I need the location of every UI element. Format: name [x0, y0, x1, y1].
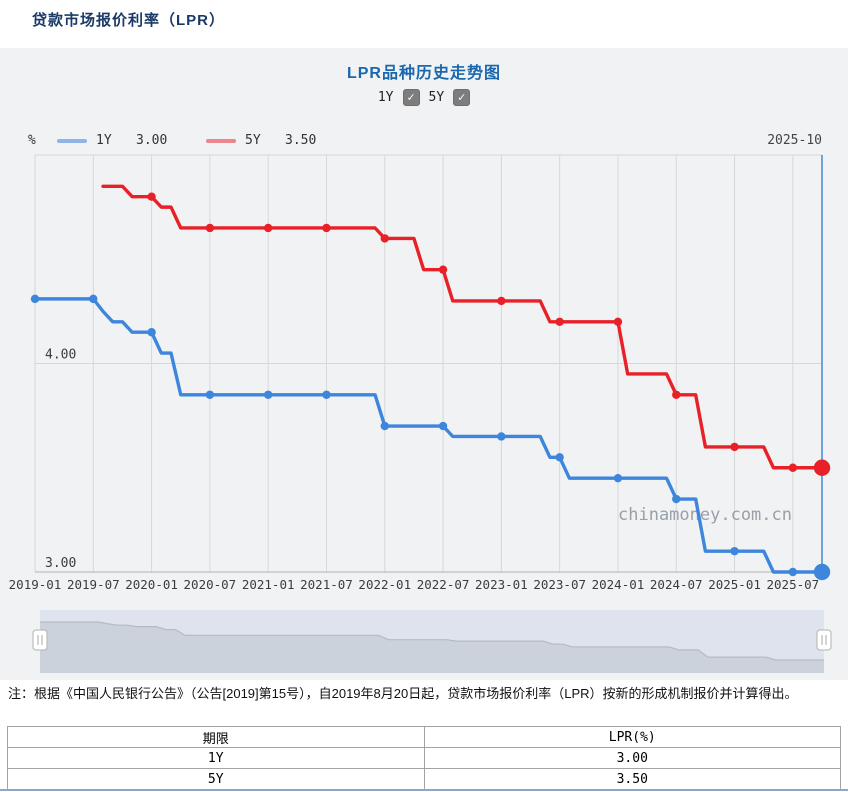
data-point-1Y[interactable] [438, 421, 448, 431]
table-header-term: 期限 [7, 726, 425, 748]
legend-row: % 1Y 3.00 5Y 3.50 2025-10 [0, 132, 848, 150]
nav-handle-right[interactable] [816, 629, 832, 651]
series-line-1Y [33, 297, 824, 574]
data-point-5Y[interactable] [205, 223, 215, 233]
table-header-row: 期限 LPR(%) [7, 726, 841, 748]
table-row: 5Y 3.50 [7, 768, 841, 790]
data-point-5Y[interactable] [438, 265, 448, 274]
watermark: chinamoney.com.cn [618, 505, 792, 525]
lpr-summary-table: 期限 LPR(%) 1Y 3.00 5Y 3.50 [7, 726, 841, 790]
legend-swatch-1y [57, 139, 87, 143]
y-tick-label: 4.00 [45, 348, 76, 363]
data-point-5Y[interactable] [497, 296, 506, 306]
legend-value-1y: 3.00 [136, 133, 168, 148]
data-point-5Y[interactable] [555, 317, 564, 326]
data-point-1Y[interactable] [322, 390, 331, 399]
legend-value-5y: 3.50 [285, 133, 317, 148]
table-row: 1Y 3.00 [7, 747, 841, 769]
data-point-1Y[interactable] [263, 390, 273, 399]
x-tick-label: 2019-01 [9, 577, 62, 592]
table-cell-value-1y: 3.00 [423, 747, 841, 769]
data-point-5Y[interactable] [788, 463, 798, 472]
data-point-5Y[interactable] [147, 192, 156, 201]
data-point-1Y[interactable] [147, 328, 156, 337]
y-axis-unit-label: % [28, 133, 36, 148]
table-cell-value-5y: 3.50 [423, 768, 841, 790]
x-tick-label: 2021-07 [300, 577, 353, 592]
checkbox-5y[interactable]: ✓ [453, 89, 471, 106]
data-point-5Y[interactable] [730, 442, 739, 452]
chart-title: LPR品种历史走势图 [346, 65, 501, 82]
table-cell-term-5y: 5Y [7, 768, 425, 790]
y-tick-label: 3.00 [45, 556, 76, 571]
navigator-line [40, 621, 824, 661]
data-point-1Y[interactable] [730, 546, 739, 556]
latest-date-label: 2025-10 [767, 133, 822, 148]
x-tick-label: 2022-01 [358, 577, 411, 592]
navigator-area [40, 622, 824, 673]
data-point-5Y[interactable] [672, 390, 681, 399]
range-navigator[interactable] [0, 600, 848, 680]
nav-handle-left[interactable] [32, 629, 48, 651]
footnote: 注：根据《中国人民银行公告》（公告[2019]第15号），自2019年8月20日… [8, 686, 798, 701]
series-toggle-controls: 1Y ✓ 5Y ✓ [0, 89, 848, 106]
series-line-5Y [101, 184, 824, 470]
checkbox-label-1y: 1Y [377, 90, 394, 105]
data-point-1Y[interactable] [205, 390, 215, 399]
checkbox-label-5y: 5Y [428, 90, 445, 105]
x-tick-label: 2025-01 [708, 577, 761, 592]
data-point-5Y[interactable] [613, 317, 623, 326]
x-tick-label: 2020-07 [184, 577, 237, 592]
x-tick-label: 2023-01 [475, 577, 528, 592]
data-point-1Y[interactable] [89, 294, 98, 304]
checkbox-1y[interactable]: ✓ [402, 89, 420, 106]
x-tick-label: 2021-01 [242, 577, 295, 592]
page-title: 贷款市场报价利率（LPR） [32, 12, 226, 29]
data-point-1Y[interactable] [497, 432, 506, 441]
data-point-5Y[interactable] [263, 223, 273, 233]
x-tick-label: 2024-01 [592, 577, 645, 592]
data-point-5Y[interactable] [380, 234, 389, 243]
x-tick-label: 2025-07 [767, 577, 820, 592]
data-point-1Y[interactable] [613, 473, 623, 483]
x-tick-label: 2022-07 [417, 577, 470, 592]
x-tick-label: 2019-07 [67, 577, 120, 592]
x-tick-label: 2024-07 [650, 577, 703, 592]
data-point-1Y[interactable] [380, 421, 389, 431]
data-point-1Y[interactable] [788, 567, 798, 577]
bottom-divider [0, 789, 848, 791]
legend-name-1y: 1Y [96, 133, 112, 148]
legend-swatch-5y [206, 139, 236, 143]
legend-name-5y: 5Y [245, 133, 261, 148]
x-tick-label: 2023-07 [533, 577, 586, 592]
x-tick-label: 2020-01 [125, 577, 178, 592]
table-header-lpr: LPR(%) [423, 726, 841, 748]
data-point-5Y[interactable] [322, 223, 331, 233]
data-point-1Y[interactable] [30, 294, 40, 304]
latest-point-5Y[interactable] [813, 459, 831, 476]
data-point-1Y[interactable] [555, 453, 564, 462]
data-point-1Y[interactable] [672, 494, 681, 504]
latest-point-1Y[interactable] [813, 563, 831, 581]
table-cell-term-1y: 1Y [7, 747, 425, 769]
lpr-history-chart[interactable]: 2019-01 2019-07 2020-01 2020-07 2021-01 2021-… [0, 148, 848, 600]
